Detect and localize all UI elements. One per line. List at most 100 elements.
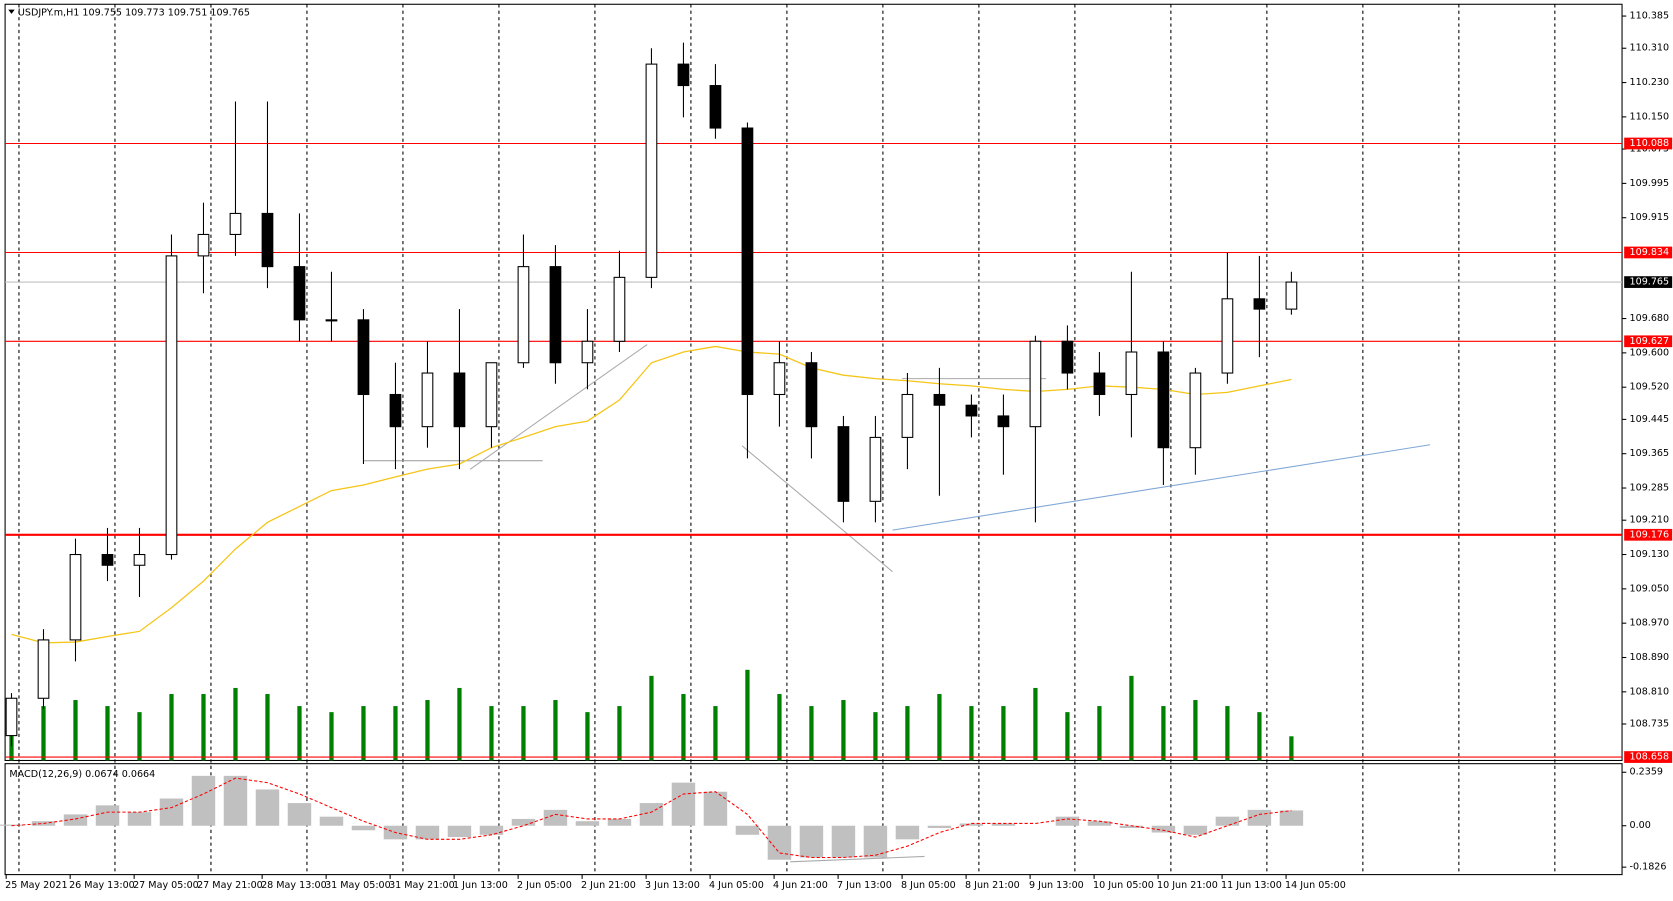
volume-bar	[457, 687, 462, 761]
volume-bar	[1033, 687, 1038, 761]
level-label: 108.658	[1630, 752, 1670, 763]
candle-body	[613, 276, 626, 342]
trend-line	[741, 445, 893, 573]
x-tick-label: 11 Jun 13:00	[1221, 880, 1282, 891]
candle-body	[1125, 351, 1138, 396]
y-tick-label: 109.210	[1630, 515, 1670, 526]
candle-body	[453, 372, 466, 428]
volume-bar	[553, 700, 558, 761]
macd-bar	[831, 825, 856, 858]
y-tick-label: 108.970	[1630, 618, 1670, 629]
level-label: 109.176	[1630, 529, 1670, 540]
candle-body	[229, 212, 242, 235]
x-tick-label: 27 May 05:00	[133, 880, 199, 891]
candle-body	[197, 233, 210, 257]
y-tick-label: 109.285	[1630, 483, 1670, 494]
y-tick-label: 108.810	[1630, 686, 1670, 697]
y-tick-label: 110.230	[1630, 77, 1670, 88]
volume-bar	[265, 693, 270, 761]
x-tick-label: 26 May 13:00	[69, 880, 135, 891]
macd-bar	[927, 825, 952, 829]
volume-bar	[1193, 700, 1198, 761]
x-tick-label: 31 May 05:00	[325, 880, 391, 891]
volume-bar	[393, 706, 398, 761]
x-tick-label: 1 Jun 13:00	[453, 880, 508, 891]
candle-body	[1189, 372, 1202, 449]
volume-bar	[329, 712, 334, 761]
macd-bar	[895, 825, 920, 840]
macd-bar	[1055, 816, 1080, 826]
macd-bar	[991, 823, 1016, 826]
candle-body	[1157, 351, 1170, 449]
y-tick-label: 109.915	[1630, 212, 1670, 223]
macd-bar	[447, 825, 472, 838]
volume-bar	[489, 706, 494, 761]
level-label-bg	[1624, 276, 1673, 288]
level-label: 109.627	[1630, 336, 1670, 347]
macd-bar	[63, 814, 88, 826]
macd-bar	[1119, 825, 1144, 829]
volume-bar	[1225, 706, 1230, 761]
volume-bar	[73, 700, 78, 761]
x-tick-label: 7 Jun 13:00	[837, 880, 892, 891]
candle-body	[421, 372, 434, 428]
macd-bar	[287, 803, 312, 826]
x-tick-label: 4 Jun 21:00	[773, 880, 828, 891]
candle-body	[325, 319, 338, 322]
candle-body	[165, 255, 178, 556]
candle-body	[901, 393, 914, 438]
macd-bar	[479, 825, 504, 835]
volume-bar	[1129, 675, 1134, 761]
moving-average	[11, 345, 1292, 644]
menu-arrow[interactable]	[8, 9, 15, 14]
candle-body	[517, 266, 530, 364]
volume-bar	[713, 706, 718, 761]
candle-body	[357, 319, 370, 396]
y-tick-label: 109.445	[1630, 414, 1670, 425]
macd-bar	[1215, 816, 1240, 826]
macd-bar	[415, 825, 440, 840]
candle-body	[133, 553, 146, 566]
candle-body	[37, 639, 50, 699]
volume-bar	[905, 706, 910, 761]
candle-body	[261, 212, 274, 268]
candle-body	[485, 362, 498, 428]
volume-bar	[297, 706, 302, 761]
candle-body	[293, 266, 306, 321]
candle-body	[645, 63, 658, 278]
level-label: 109.765	[1630, 277, 1670, 288]
macd-bar	[351, 825, 376, 831]
x-tick-label: 31 May 21:00	[389, 880, 455, 891]
candle-body	[869, 436, 882, 502]
y-tick-label: 110.385	[1630, 11, 1670, 22]
macd-bar	[127, 812, 152, 826]
candle-body	[741, 127, 754, 396]
macd-bar	[511, 818, 536, 826]
macd-bar	[319, 816, 344, 826]
y-tick-label: -0.1826	[1630, 862, 1667, 873]
y-tick-label: 109.520	[1630, 382, 1670, 393]
x-tick-label: 8 Jun 05:00	[901, 880, 956, 891]
volume-bar	[201, 693, 206, 761]
volume-bar	[1257, 712, 1262, 761]
volume-bar	[1065, 712, 1070, 761]
candle-body	[837, 426, 850, 502]
volume-bar	[233, 687, 238, 761]
macd-bar	[767, 825, 792, 860]
y-tick-label: 0.2359	[1630, 767, 1664, 778]
x-tick-label: 3 Jun 13:00	[645, 880, 700, 891]
level-label-bg	[1624, 528, 1673, 541]
volume-bar	[649, 675, 654, 761]
candle-body	[1061, 340, 1074, 374]
macd-bar	[223, 775, 248, 826]
volume-bar	[1001, 706, 1006, 761]
candle-body	[997, 415, 1010, 428]
x-tick-label: 2 Jun 21:00	[581, 880, 636, 891]
candle-body	[965, 404, 978, 417]
volume-bar	[617, 706, 622, 761]
macd-bar	[671, 782, 696, 826]
macd-bar	[191, 775, 216, 826]
y-tick-label: 0.00	[1630, 820, 1651, 831]
trend-line	[892, 444, 1431, 531]
